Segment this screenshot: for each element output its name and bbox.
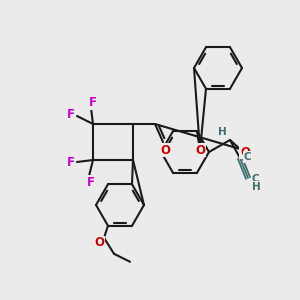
Text: O: O [195,143,205,157]
Text: H: H [218,127,226,137]
Text: F: F [89,97,97,110]
Text: O: O [160,143,170,157]
Text: F: F [67,107,75,121]
Text: C: C [243,152,251,162]
Text: O: O [94,236,104,249]
Text: H: H [252,182,260,192]
Text: F: F [87,176,95,188]
Text: F: F [67,157,75,169]
Text: O: O [240,146,250,158]
Text: C: C [251,174,259,184]
